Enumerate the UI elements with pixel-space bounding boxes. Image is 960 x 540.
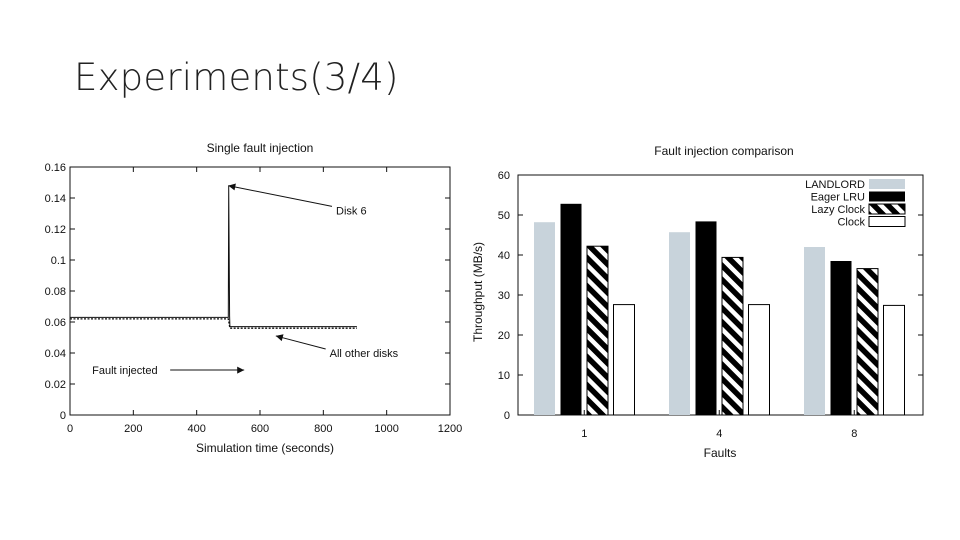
bar-chart-y-tick-label: 40 (498, 250, 510, 262)
line-chart-y-tick-label: 0.12 (45, 224, 66, 236)
bar-chart-y-tick-label: 20 (498, 330, 510, 342)
bar-chart-title: Fault injection comparison (654, 144, 793, 158)
line-chart-x-tick-label: 400 (187, 423, 205, 435)
bar-clock-4 (748, 304, 770, 416)
line-chart-y-tick-label: 0.08 (45, 286, 66, 298)
line-chart-annotation-arrowhead (228, 183, 236, 191)
line-chart-x-tick-label: 800 (314, 423, 332, 435)
line-chart-y-tick-label: 0.06 (45, 317, 66, 329)
line-chart-plot-frame (69, 166, 451, 416)
line-chart-annotation-label: All other disks (330, 348, 399, 360)
legend-label-clock: Clock (837, 217, 865, 229)
legend-swatch-landlord (869, 179, 905, 189)
line-chart-y-tick-label: 0 (60, 410, 66, 422)
bar-landlord-4 (669, 232, 690, 415)
line-chart-title: Single fault injection (207, 141, 314, 155)
bar-chart-y-tick-label: 30 (498, 290, 510, 302)
line-chart: Single fault injection 0 0.02 0.04 0.06 0.08… (45, 141, 463, 455)
legend-label-landlord: LANDLORD (805, 179, 865, 191)
line-chart-annotation-arrowhead (237, 366, 245, 374)
bar-chart-y-tick-label: 50 (498, 210, 510, 222)
bar-landlord-1 (534, 222, 555, 415)
bar-clock-8 (883, 304, 905, 416)
line-chart-series-other-disks (70, 318, 357, 329)
bar-eager-lru-1 (560, 203, 582, 415)
bar-chart-x-tick-label: 1 (581, 428, 587, 440)
bar-chart-x-axis: 1 4 8 (581, 410, 857, 440)
bar-chart-y-label: Throughput (MB/s) (471, 242, 485, 342)
line-chart-series-group (70, 185, 357, 329)
legend-label-eager-lru: Eager LRU (811, 192, 865, 204)
legend-swatch-eager-lru (869, 191, 905, 202)
line-chart-y-tick-label: 0.16 (45, 162, 66, 174)
line-chart-annotation-arrowhead (275, 334, 284, 342)
bar-eager-lru-4 (695, 221, 717, 415)
bar-chart-x-tick-label: 4 (716, 428, 722, 440)
line-chart-annotation-arrow (275, 335, 326, 350)
line-chart-x-axis: 0 200 400 600 800 1000 1200 (67, 167, 462, 435)
bar-chart-bars-group (534, 203, 905, 416)
bar-chart-y-tick-label: 10 (498, 370, 510, 382)
bar-landlord-8 (804, 247, 825, 415)
line-chart-x-tick-label: 1000 (374, 423, 398, 435)
bar-lazy-clock-4 (721, 256, 744, 416)
line-chart-y-axis: 0 0.02 0.04 0.06 0.08 0.1 0.12 0.14 0.16 (45, 162, 450, 422)
bar-chart-y-tick-label: 60 (498, 170, 510, 182)
legend-swatch-clock (868, 216, 906, 227)
line-chart-series-disk6 (70, 185, 357, 328)
bar-clock-1 (613, 304, 635, 416)
legend-label-lazy-clock: Lazy Clock (811, 204, 865, 216)
line-chart-annotation-label: Disk 6 (336, 205, 367, 217)
line-chart-y-tick-label: 0.14 (45, 193, 66, 205)
legend-swatch-lazy-clock (868, 203, 906, 215)
bar-lazy-clock-1 (586, 245, 609, 416)
line-chart-annotations: Disk 6 All other disks Fault injected (92, 183, 399, 377)
line-chart-x-tick-label: 0 (67, 423, 73, 435)
line-chart-y-tick-label: 0.02 (45, 379, 66, 391)
bar-chart-x-label: Faults (704, 446, 737, 460)
bar-chart-y-axis: 0 10 20 30 40 50 60 (498, 170, 923, 422)
bar-eager-lru-8 (830, 261, 852, 415)
line-chart-annotation-arrow (228, 185, 333, 207)
line-chart-y-tick-label: 0.04 (45, 348, 66, 360)
bar-chart: Fault injection comparison 0 10 20 30 40 50 60… (471, 144, 924, 460)
line-chart-x-tick-label: 1200 (438, 423, 462, 435)
bar-chart-y-tick-label: 0 (504, 410, 510, 422)
line-chart-annotation-label: Fault injected (92, 365, 157, 377)
line-chart-x-label: Simulation time (seconds) (196, 441, 334, 455)
bar-chart-x-tick-label: 8 (851, 428, 857, 440)
bar-lazy-clock-8 (856, 268, 879, 416)
line-chart-x-tick-label: 600 (251, 423, 269, 435)
line-chart-y-tick-label: 0.1 (51, 255, 66, 267)
slide-title: Experiments(3/4) (74, 56, 399, 99)
line-chart-x-tick-label: 200 (124, 423, 142, 435)
